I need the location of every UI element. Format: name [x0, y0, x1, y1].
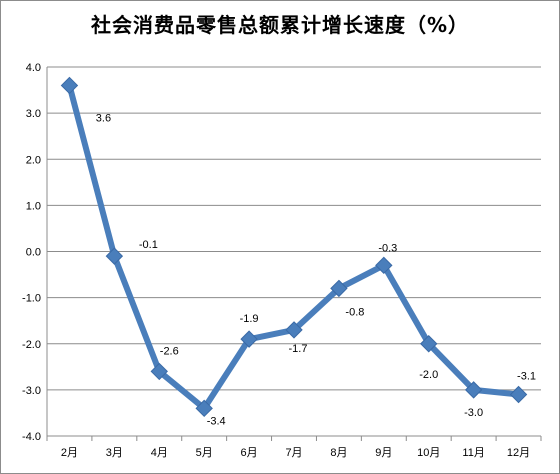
data-point-marker [285, 321, 303, 339]
data-label: -2.6 [160, 345, 179, 357]
y-tick-label: 3.0 [26, 108, 41, 120]
data-label: -2.0 [419, 369, 438, 381]
y-tick-label: -2.0 [22, 339, 41, 351]
data-label: -1.9 [240, 313, 259, 325]
data-label: -3.0 [464, 407, 483, 419]
x-tick-label: 11月 [462, 447, 484, 459]
y-tick-label: 2.0 [26, 154, 41, 166]
data-point-marker [240, 330, 258, 348]
y-tick-label: 0.0 [26, 247, 41, 259]
y-tick-label: -4.0 [22, 431, 41, 443]
chart-title: 社会消费品零售总额累计增长速度（%） [90, 13, 470, 37]
x-tick-label: 4月 [151, 447, 168, 459]
data-point-marker [330, 279, 348, 298]
data-label: -0.1 [139, 239, 158, 251]
data-label: -3.1 [517, 370, 536, 382]
x-tick-label: 12月 [507, 447, 530, 459]
x-tick-label: 9月 [375, 447, 392, 459]
x-tick-label: 8月 [330, 447, 347, 459]
data-label: 3.6 [96, 112, 111, 124]
data-point-marker [509, 385, 528, 404]
data-point-marker [375, 256, 393, 275]
x-tick-label: 7月 [285, 447, 302, 459]
y-tick-label: -3.0 [22, 385, 41, 397]
x-tick-label: 2月 [61, 447, 78, 459]
data-point-marker [195, 399, 213, 418]
y-tick-label: 4.0 [26, 62, 41, 74]
x-tick-label: 10月 [417, 447, 440, 459]
data-point-marker [464, 381, 483, 399]
x-tick-label: 3月 [106, 447, 123, 459]
data-label: -0.8 [345, 306, 364, 318]
data-point-marker [105, 247, 124, 265]
data-point-marker [60, 76, 79, 95]
x-tick-label: 5月 [196, 447, 213, 459]
series-line [66, 82, 522, 412]
x-tick-label: 6月 [241, 447, 258, 459]
data-label: -0.3 [378, 242, 397, 254]
data-point-marker [150, 362, 168, 381]
data-label: -3.4 [207, 415, 226, 427]
data-point-marker [420, 335, 438, 353]
y-tick-label: -1.0 [22, 293, 41, 305]
y-tick-label: 1.0 [26, 200, 41, 212]
data-label: -1.7 [289, 343, 308, 355]
